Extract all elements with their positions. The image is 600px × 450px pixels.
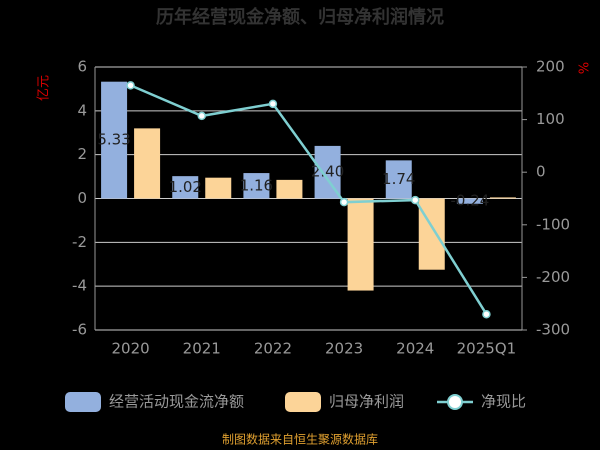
- data-label: 5.33: [97, 131, 130, 149]
- y-tick-label: -4: [72, 277, 87, 295]
- x-tick-label: 2022: [254, 340, 292, 358]
- x-tick-label: 2021: [183, 340, 221, 358]
- line-series: [130, 84, 488, 315]
- y2-axis-label: %: [575, 62, 590, 74]
- bar: [456, 198, 483, 204]
- data-label: 1.74: [382, 170, 415, 188]
- bar: [276, 179, 303, 199]
- line-marker: [268, 99, 278, 109]
- bar: [385, 160, 412, 199]
- y-axis-label: 亿元: [37, 75, 52, 101]
- bar: [101, 81, 128, 199]
- y-tick-label: 0: [77, 189, 87, 207]
- legend-swatch: [65, 392, 101, 412]
- legend-label: 净现比: [481, 393, 526, 411]
- legend-label: 归母净利润: [329, 393, 404, 411]
- line-marker: [197, 111, 206, 121]
- x-tick-label: 2020: [111, 340, 149, 358]
- bar: [205, 177, 232, 199]
- bar: [418, 198, 445, 270]
- y2-tick-label: -300: [536, 321, 570, 339]
- line-marker: [482, 309, 491, 319]
- y2-tick-label: -200: [536, 268, 570, 286]
- legend-swatch: [447, 394, 463, 410]
- x-tick-label: 2024: [396, 340, 434, 358]
- y2-tick-label: -100: [536, 215, 570, 233]
- bar: [172, 176, 199, 199]
- line-marker: [339, 197, 349, 207]
- data-label: 1.02: [169, 178, 202, 196]
- line-marker: [126, 81, 135, 90]
- source-note: 制图数据来自恒生聚源数据库: [222, 432, 378, 447]
- y-tick-label: 2: [77, 145, 87, 163]
- bar: [347, 198, 374, 291]
- x-tick-label: 2023: [325, 340, 363, 358]
- data-label: 1.16: [240, 176, 273, 194]
- x-tick-label: 2025Q1: [457, 340, 517, 358]
- legend-label: 经营活动现金流净额: [109, 393, 244, 411]
- bar: [134, 128, 161, 199]
- bar: [243, 173, 270, 199]
- y2-tick-label: 0: [536, 163, 546, 181]
- chart-title: 历年经营现金净额、归母净利润情况: [156, 6, 444, 28]
- y-tick-label: -6: [72, 321, 87, 339]
- y-tick-label: 6: [77, 58, 87, 76]
- y2-tick-label: 200: [536, 58, 565, 76]
- bar: [489, 197, 516, 199]
- line-marker: [411, 195, 420, 205]
- legend-swatch: [285, 392, 321, 412]
- data-label: -0.24: [451, 192, 490, 210]
- y2-tick-label: 100: [536, 110, 565, 128]
- y-tick-label: 4: [77, 101, 87, 119]
- y-tick-label: -2: [72, 233, 87, 251]
